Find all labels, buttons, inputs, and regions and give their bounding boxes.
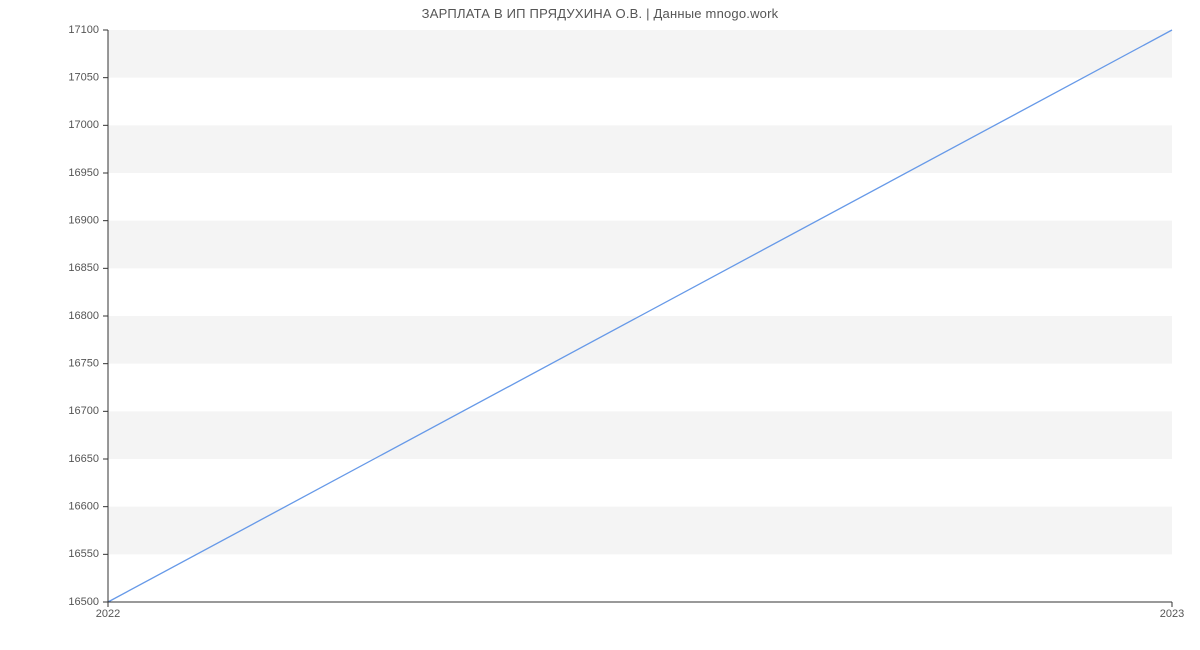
svg-text:16850: 16850 [68,262,99,274]
chart-svg: 16500 16550 16600 16650 16700 16750 16800 16850… [0,0,1200,650]
svg-text:2023: 2023 [1160,608,1184,620]
svg-text:16550: 16550 [68,548,99,560]
svg-text:16800: 16800 [68,310,99,322]
svg-text:17100: 17100 [68,24,99,36]
svg-text:16600: 16600 [68,501,99,513]
svg-text:17050: 17050 [68,72,99,84]
svg-text:2022: 2022 [96,608,120,620]
svg-text:16900: 16900 [68,215,99,227]
svg-text:16650: 16650 [68,453,99,465]
svg-text:16950: 16950 [68,167,99,179]
svg-text:16750: 16750 [68,358,99,370]
svg-text:17000: 17000 [68,119,99,131]
svg-text:16700: 16700 [68,405,99,417]
salary-chart: ЗАРПЛАТА В ИП ПРЯДУХИНА О.В. | Данные mn… [0,0,1200,650]
svg-text:16500: 16500 [68,596,99,608]
